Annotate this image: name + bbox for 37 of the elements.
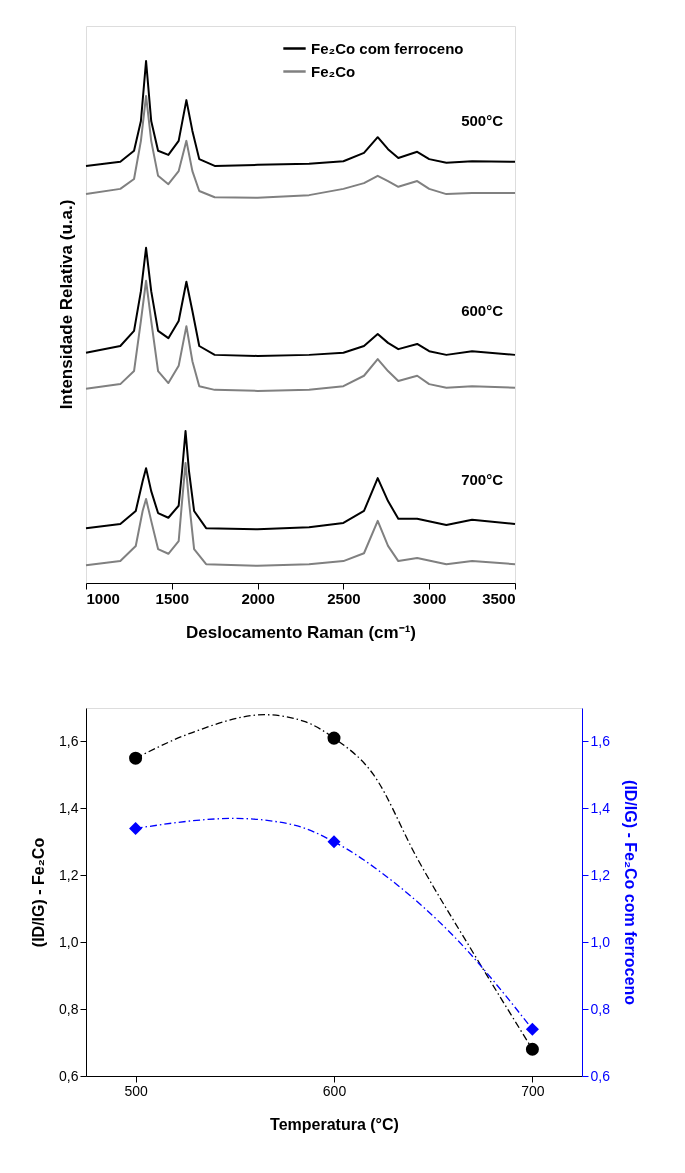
annotation: 600°C (461, 302, 504, 320)
point (327, 731, 341, 745)
y-axis-title: Intensidade Relativa (u.a.) (57, 199, 76, 410)
point (525, 1022, 539, 1036)
y2-tick-label: 1,4 (590, 799, 611, 816)
legend-label: Fe₂Co com ferroceno (311, 39, 464, 57)
y-tick-label: 1,0 (59, 933, 79, 950)
x-axis-title: Deslocamento Raman (cm⁻¹) (186, 622, 416, 642)
x-tick-label: 500 (124, 1082, 148, 1099)
y-axis-title: (ID/IG) - Fe₂Co (30, 837, 48, 948)
x-tick-label: 3000 (413, 589, 447, 607)
point (525, 1042, 539, 1056)
x-tick-label: 1000 (86, 589, 120, 607)
x-axis-title: Temperatura (°C) (270, 1115, 399, 1133)
y-tick-label: 0,8 (59, 1000, 79, 1017)
point (129, 751, 143, 765)
y-tick-label: 0,6 (59, 1067, 79, 1084)
x-tick-label: 1500 (155, 589, 189, 607)
y2-axis-title: (ID/IG) - Fe₂Co com ferroceno (621, 780, 639, 1006)
y-tick-label: 1,2 (59, 866, 79, 883)
x-tick-label: 600 (322, 1082, 347, 1099)
y-tick-label: 1,6 (59, 732, 79, 749)
y2-tick-label: 1,0 (590, 933, 611, 950)
y2-tick-label: 1,6 (590, 732, 611, 749)
annotation: 700°C (461, 470, 504, 488)
y2-tick-label: 1,2 (590, 866, 611, 883)
y-tick-label: 1,4 (59, 799, 79, 816)
y2-tick-label: 0,6 (590, 1067, 611, 1084)
point (327, 835, 341, 849)
x-tick-label: 700 (521, 1082, 545, 1099)
point (129, 821, 143, 835)
x-tick-label: 2500 (327, 589, 361, 607)
legend-label: Fe₂Co (311, 62, 356, 80)
x-tick-label: 3500 (482, 589, 516, 607)
y2-tick-label: 0,8 (590, 1000, 611, 1017)
x-tick-label: 2000 (241, 589, 275, 607)
annotation: 500°C (461, 112, 504, 130)
